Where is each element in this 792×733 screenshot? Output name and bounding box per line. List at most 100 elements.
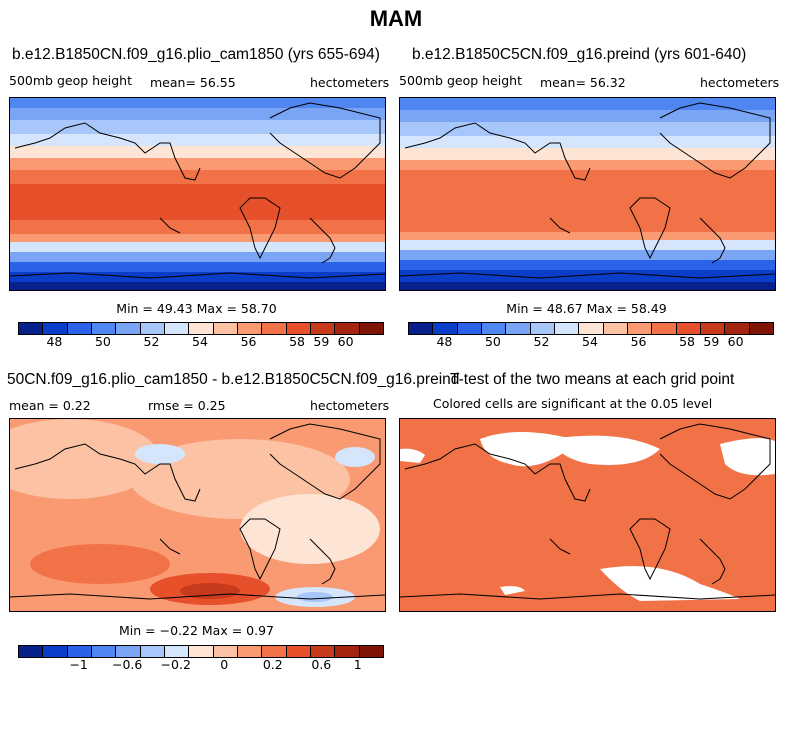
panel-3-colorbar-ticks: −1 −0.6 −0.2 0 0.2 0.6 1 [18,657,382,673]
colorbar-tick-label: 56 [630,334,647,349]
colorbar-swatch [164,646,190,657]
coastlines [400,102,775,279]
insignificant-region [600,566,740,601]
colorbar-tick-label: −0.6 [112,657,143,672]
colorbar-tick-label: 60 [337,334,354,349]
panel-1-colorbar [18,322,384,335]
colorbar-swatch [116,646,141,657]
anomaly [135,444,185,464]
colorbar-swatch [116,323,141,334]
panel-4-subtitle: Colored cells are significant at the 0.0… [433,396,713,411]
colorbar-swatch [237,323,263,334]
band [400,260,775,270]
band [400,240,775,250]
colorbar-swatch [286,646,311,657]
colorbar-swatch [91,323,117,334]
colorbar-swatch [43,646,68,657]
colorbar-swatch [237,646,263,657]
panel-3-colorbar [18,645,384,658]
colorbar-swatch [140,323,165,334]
colorbar-tick-label: −1 [69,657,88,672]
anomaly [10,419,160,499]
figure-title: MAM [369,6,423,31]
colorbar-swatch [457,323,482,334]
colorbar-tick-label: 52 [533,334,550,349]
band [10,134,385,146]
panel-2-variable: 500mb geop height [399,73,522,88]
band [10,146,385,158]
colorbar-swatch [189,646,214,657]
colorbar-swatch [91,646,117,657]
colorbar-swatch [310,323,336,334]
colorbar-swatch [409,323,434,334]
panel-2-colorbar [408,322,774,335]
coastlines [400,423,775,600]
colorbar-tick-label: 0 [220,657,229,672]
colorbar-swatch [262,323,287,334]
band [400,232,775,240]
band [400,98,775,110]
colorbar-swatch [19,646,44,657]
band [10,184,385,220]
insignificant-region [500,586,525,595]
colorbar-swatch [603,323,628,334]
colorbar-tick-label: 59 [313,334,330,349]
anomaly [180,583,240,599]
colorbar-tick-label: 56 [240,334,257,349]
colorbar-swatch [189,323,214,334]
insignificant-region [720,438,775,476]
colorbar-swatch [481,323,507,334]
panel-4-title: T-test of the two means at each grid poi… [450,371,735,388]
panel-2-units: hectometers [700,75,780,90]
colorbar-swatch [627,323,653,334]
anomaly [297,592,333,602]
coastlines [10,102,385,279]
colorbar-swatch [359,323,383,334]
band [400,110,775,122]
colorbar-swatch [652,323,677,334]
band [10,252,385,262]
colorbar-swatch [262,646,287,657]
panel-3-minmax: Min = −0.22 Max = 0.97 [119,623,274,638]
colorbar-tick-label: 58 [679,334,696,349]
panel-2-minmax: Min = 48.67 Max = 58.49 [506,301,667,316]
colorbar-swatch [530,323,555,334]
panel-3-title: 50CN.f09_g16.plio_cam1850 - b.e12.B1850C… [7,371,460,388]
panel-2-title: b.e12.B1850C5CN.f09_g16.preind (yrs 601-… [412,46,747,63]
colorbar-swatch [213,323,238,334]
colorbar-tick-label: 1 [353,657,362,672]
panel-1-colorbar-ticks: 48 50 52 54 56 58 59 60 [18,334,382,350]
colorbar-tick-label: 50 [94,334,111,349]
band [400,148,775,160]
panel-1-variable: 500mb geop height [9,73,132,88]
colorbar-swatch [700,323,726,334]
colorbar-tick-label: 52 [143,334,160,349]
colorbar-swatch [579,323,604,334]
colorbar-swatch [43,323,68,334]
panel-2-contour-map [400,98,775,290]
panel-1-map [9,97,386,291]
band [400,122,775,136]
colorbar-tick-label: 54 [582,334,598,349]
band [400,160,775,170]
colorbar-swatch [67,323,92,334]
band [10,234,385,242]
colorbar-swatch [554,323,580,334]
colorbar-swatch [506,323,531,334]
colorbar-tick-label: 54 [192,334,208,349]
panel-1-title: b.e12.B1850CN.f09_g16.plio_cam1850 (yrs … [12,46,380,63]
colorbar-swatch [19,323,44,334]
anomaly [240,494,380,564]
colorbar-tick-label: 50 [484,334,501,349]
colorbar-tick-label: 59 [703,334,720,349]
colorbar-tick-label: −0.2 [160,657,191,672]
colorbar-tick-label: 48 [436,334,453,349]
panel-2-colorbar-ticks: 48 50 52 54 56 58 59 60 [408,334,772,350]
panel-3-map [9,418,386,612]
colorbar-tick-label: 0.2 [262,657,283,672]
colorbar-swatch [749,323,773,334]
colorbar-swatch [164,323,190,334]
band [400,270,775,282]
panel-1-units: hectometers [310,75,390,90]
panel-1-mean: mean= 56.55 [150,75,236,90]
